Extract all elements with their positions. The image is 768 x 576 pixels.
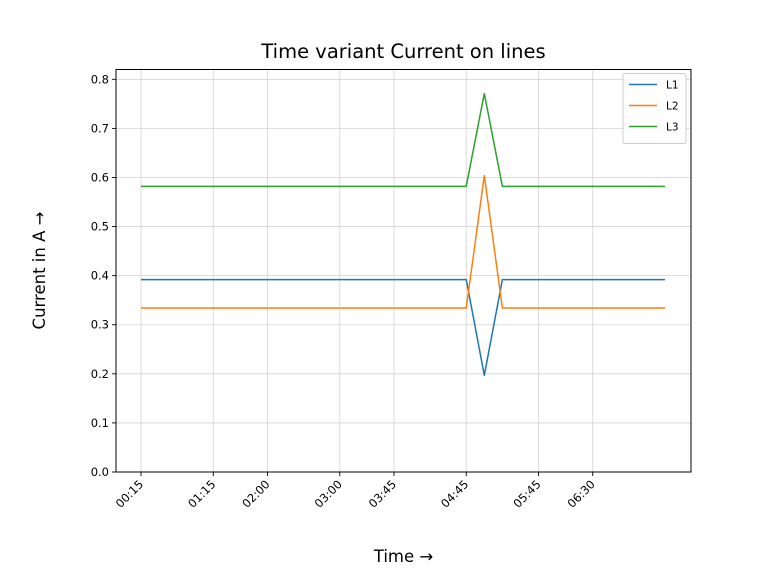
legend-label-l1: L1 [666,80,679,92]
y-tick-label: 0.2 [91,367,109,381]
legend: L1 L2 L3 [622,73,687,144]
x-axis-label: Time → [373,547,434,566]
y-tick-label: 0.4 [91,269,109,283]
plot-frame [115,69,692,473]
y-tick-label: 0.0 [91,465,109,479]
y-tick-label: 0.7 [91,121,109,135]
y-tick-label: 0.5 [91,220,109,234]
y-tick-label: 0.3 [91,318,109,332]
y-tick-label: 0.6 [91,170,109,184]
y-tick-label: 0.8 [91,72,109,86]
series-line-l1 [141,278,665,377]
series-line-l3 [141,92,665,188]
legend-label-l3: L3 [666,122,679,134]
y-axis-label: Current in A → [30,211,49,329]
series-line-l2 [141,174,665,309]
series-lines [141,92,665,377]
y-tick-label: 0.1 [91,416,109,430]
legend-label-l2: L2 [666,101,679,113]
gridlines [116,69,691,473]
chart-title: Time variant Current on lines [260,40,545,63]
